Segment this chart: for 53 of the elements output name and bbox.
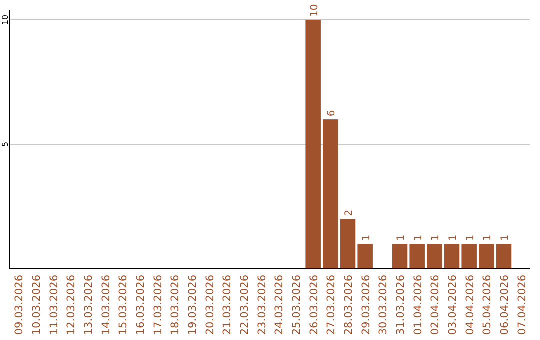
data-label: 10 [309, 4, 320, 17]
x-tick-label: 29.03.2026 [360, 274, 372, 336]
bar [323, 120, 338, 269]
x-tick-label: 18.03.2026 [170, 274, 182, 336]
x-tick-label: 03.04.2026 [447, 274, 459, 336]
x-tick-label: 27.03.2026 [326, 274, 338, 336]
x-tick-label: 23.03.2026 [256, 274, 268, 336]
x-tick-label: 01.04.2026 [412, 274, 424, 336]
x-tick-label: 21.03.2026 [222, 274, 234, 336]
x-tick-label: 10.03.2026 [31, 274, 43, 336]
x-tick-label: 20.03.2026 [204, 274, 216, 336]
data-label: 2 [344, 210, 355, 216]
bar [340, 219, 356, 269]
data-label: 1 [430, 234, 442, 242]
x-tick-label: 04.04.2026 [464, 274, 476, 336]
x-tick-label: 17.03.2026 [152, 274, 164, 336]
bar [496, 244, 512, 269]
x-tick-label: 11.03.2026 [48, 274, 60, 336]
x-tick-label: 31.03.2026 [395, 274, 407, 336]
x-tick-label: 02.04.2026 [430, 274, 442, 336]
bar [444, 244, 460, 269]
data-label: 1 [500, 234, 511, 242]
bar [462, 244, 477, 269]
data-label: 1 [396, 234, 407, 242]
data-label: 1 [465, 234, 476, 242]
data-label: 6 [326, 110, 338, 117]
x-tick-label: 14.03.2026 [100, 274, 112, 336]
x-tick-label: 24.03.2026 [274, 274, 286, 336]
x-tick-label: 19.03.2026 [187, 274, 199, 336]
bar [427, 244, 442, 269]
x-tick-label: 09.03.2026 [14, 274, 26, 336]
x-tick-label: 30.03.2026 [378, 274, 390, 336]
x-tick-label: 25.03.2026 [291, 274, 303, 336]
bar [410, 244, 425, 269]
bar [306, 20, 321, 269]
x-tick-label: 22.03.2026 [239, 274, 251, 336]
x-tick-label: 26.03.2026 [308, 274, 320, 336]
bar [479, 244, 494, 269]
x-tick-label: 05.04.2026 [482, 274, 494, 336]
data-label: 1 [482, 234, 494, 242]
data-label: 1 [361, 234, 372, 242]
x-tick-label: 16.03.2026 [135, 274, 147, 336]
y-tick-label: 5 [1, 142, 10, 148]
bar [392, 244, 408, 269]
data-label: 1 [413, 234, 424, 242]
x-tick-label: 12.03.2026 [66, 274, 78, 336]
x-tick-label: 15.03.2026 [118, 274, 130, 336]
data-label: 1 [448, 234, 459, 242]
x-tick-label: 28.03.2026 [343, 274, 355, 336]
x-tick-label: 06.04.2026 [499, 274, 511, 336]
bar [358, 244, 373, 269]
x-tick-label: 13.03.2026 [83, 274, 95, 336]
x-tick-label: 07.04.2026 [516, 274, 528, 336]
